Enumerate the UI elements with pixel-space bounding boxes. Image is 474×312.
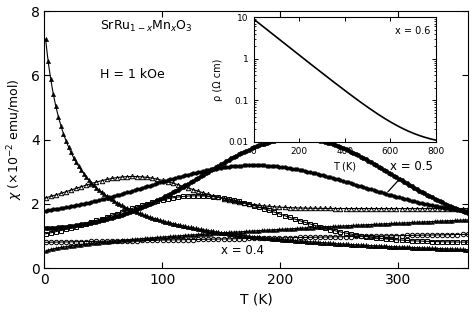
Text: H = 1 kOe: H = 1 kOe [100, 68, 164, 80]
Text: x = 0.5: x = 0.5 [388, 160, 432, 192]
Y-axis label: $\chi$ ($\times$10$^{-2}$ emu/mol): $\chi$ ($\times$10$^{-2}$ emu/mol) [6, 79, 25, 200]
X-axis label: T (K): T (K) [240, 292, 273, 306]
Text: x = 0.6: x = 0.6 [395, 26, 430, 36]
Text: x = 0.4: x = 0.4 [221, 235, 264, 256]
Text: SrRu$_{1-x}$Mn$_{x}$O$_{3}$: SrRu$_{1-x}$Mn$_{x}$O$_{3}$ [100, 19, 192, 34]
Text: x = 0.6: x = 0.6 [301, 120, 403, 138]
Y-axis label: ρ (Ω cm): ρ (Ω cm) [213, 58, 223, 101]
X-axis label: T (K): T (K) [333, 161, 356, 171]
